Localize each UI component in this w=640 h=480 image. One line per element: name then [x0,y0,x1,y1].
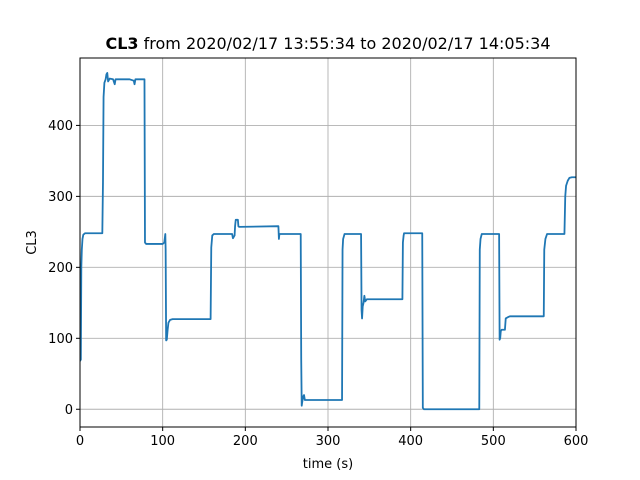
chart-title: CL3 from 2020/02/17 13:55:34 to 2020/02/… [105,34,550,53]
x-tick-label: 500 [481,434,506,449]
chart-title-bold: CL3 [105,34,138,53]
x-tick-label: 600 [564,434,589,449]
plot-area [80,72,576,411]
series-line-0 [80,72,576,411]
y-axis-label: CL3 [25,230,40,255]
x-tick-label: 100 [150,434,175,449]
x-tick-label: 200 [233,434,258,449]
ticks: 0 100 200 300 400 500 600 0 100 200 300 400 [48,119,588,449]
y-tick-label: 0 [65,403,73,418]
x-axis-label: time (s) [303,457,353,472]
gridlines [79,58,577,427]
x-tick-label: 0 [76,434,84,449]
y-tick-label: 400 [48,119,73,134]
x-tick-label: 400 [398,434,423,449]
y-tick-label: 200 [48,261,73,276]
y-tick-label: 300 [48,190,73,205]
chart-title-rest: from 2020/02/17 13:55:34 to 2020/02/17 1… [139,34,551,53]
y-tick-label: 100 [48,332,73,347]
x-tick-label: 300 [316,434,341,449]
